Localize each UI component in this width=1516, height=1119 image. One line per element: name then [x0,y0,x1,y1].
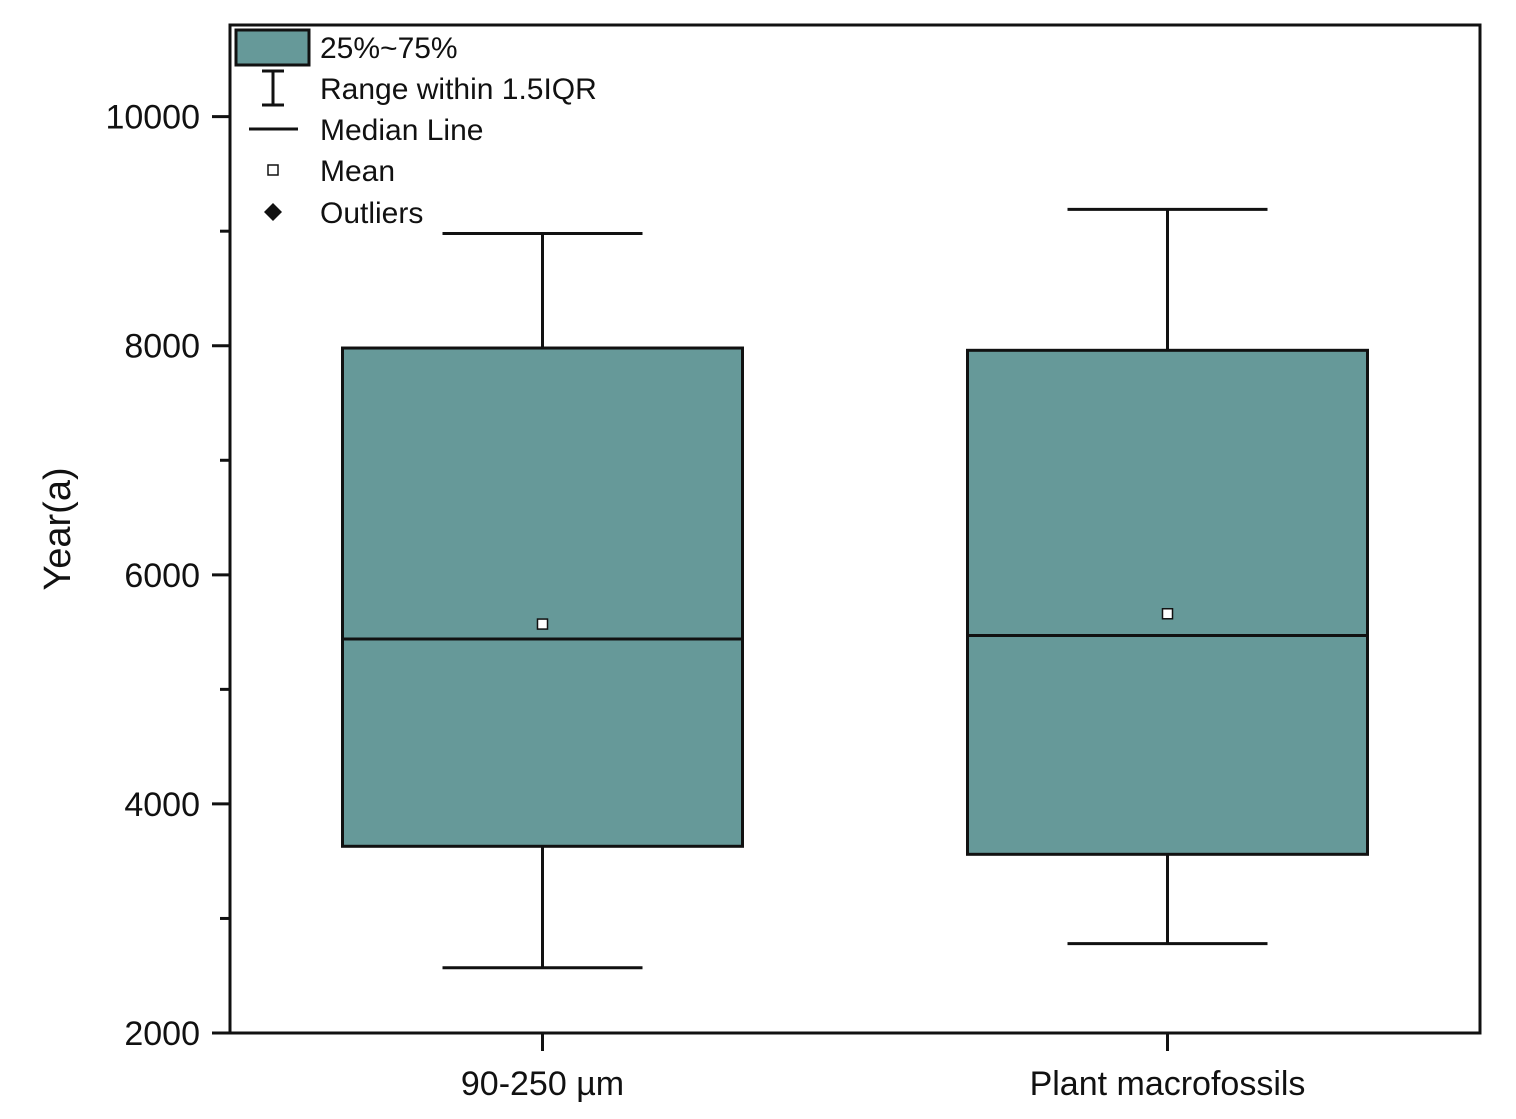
legend-label: Outliers [320,197,423,230]
legend-label: Mean [320,155,395,188]
legend-item-whisker: Range within 1.5IQR [262,69,597,107]
y-axis-title: Year(a) [37,467,79,590]
y-tick-label: 8000 [124,328,200,366]
legend-item-median: Median Line [249,114,483,147]
legend-outlier-swatch [264,203,282,221]
plot-frame [228,23,1482,1035]
box-0 [341,231,744,970]
legend-item-mean: Mean [267,155,395,188]
iqr-box [341,346,744,848]
boxes [341,207,1369,970]
legend-box-swatch [234,28,311,67]
iqr-box [966,348,1369,856]
mean-marker [536,618,549,630]
mean-marker [1161,608,1174,620]
x-axis: 90-250 µm Plant macrofossils [461,1033,1306,1103]
y-tick-label: 4000 [124,786,200,824]
y-minor-ticks [220,229,230,920]
y-tick-label: 2000 [124,1015,200,1053]
y-tick-label: 10000 [105,99,200,137]
legend-item-outlier: Outliers [264,197,423,230]
legend-label: 25%~75% [320,32,458,65]
legend-label: Range within 1.5IQR [320,73,597,106]
legend-label: Median Line [320,114,483,147]
box-1 [966,207,1369,946]
x-tick-label: Plant macrofossils [1030,1065,1306,1103]
legend: 25%~75% Range within 1.5IQR Median Line Mea… [234,28,597,230]
x-tick-label: 90-250 µm [461,1065,624,1103]
y-tick-label: 6000 [124,557,200,595]
legend-mean-swatch [267,164,279,176]
legend-item-box: 25%~75% [234,28,458,67]
y-axis: 2000 4000 6000 8000 10000 [105,99,230,1053]
